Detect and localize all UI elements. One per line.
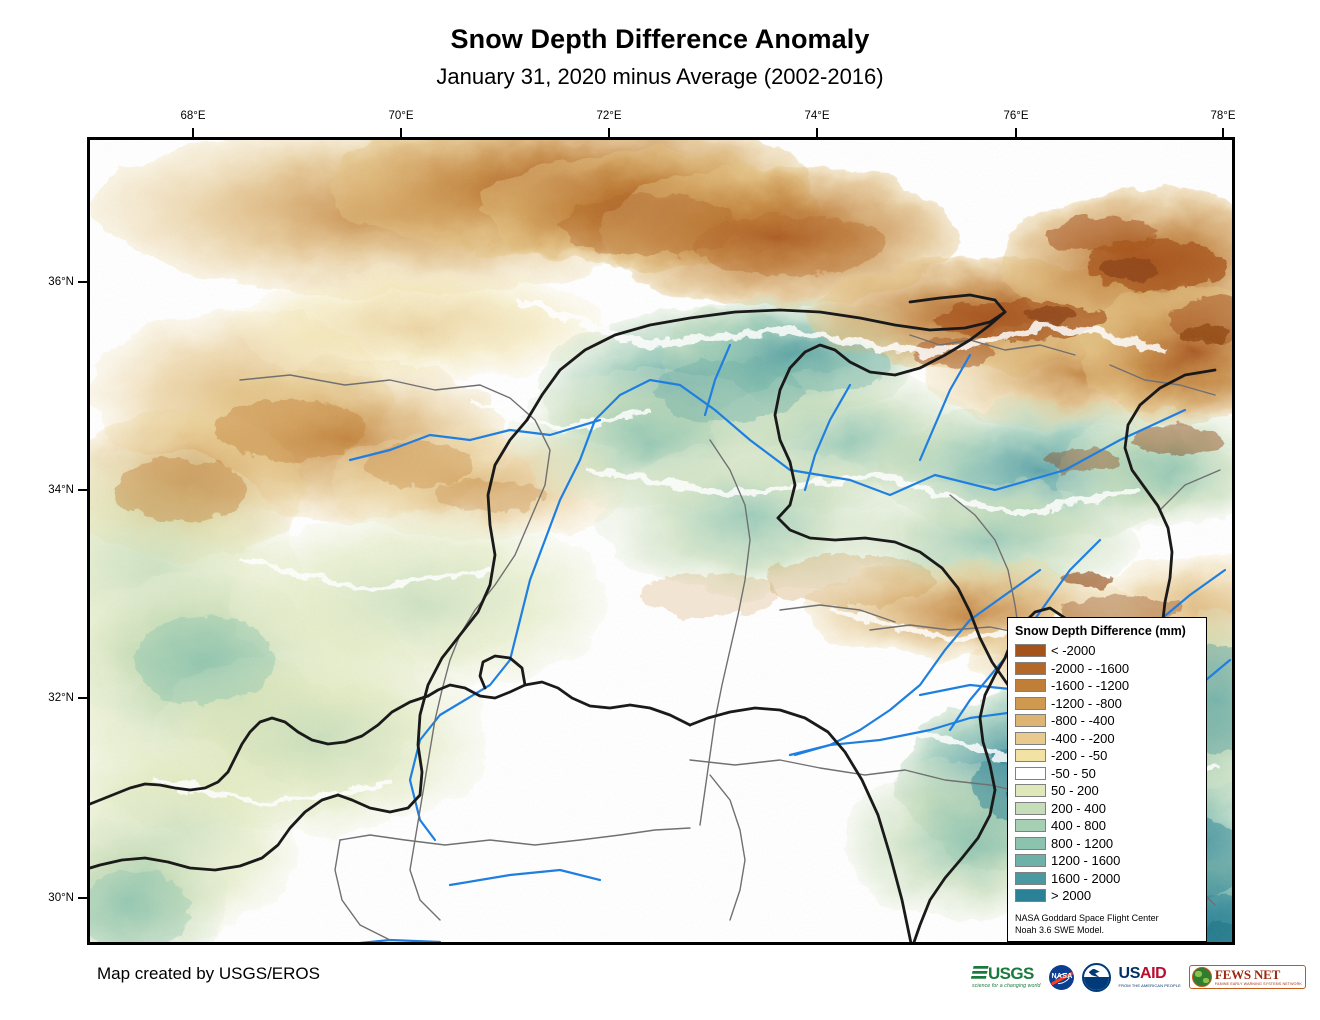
legend-row: 1600 - 2000 [1015,870,1200,888]
legend: Snow Depth Difference (mm) < -2000 -2000 … [1007,617,1207,942]
longitude-tick-label: 76°E [1003,110,1029,122]
legend-label: < -2000 [1051,643,1096,659]
fewsnet-logo: FEWS NET FAMINE EARLY WARNING SYSTEMS NE… [1188,962,1306,992]
legend-label: -800 - -400 [1051,713,1115,729]
legend-label: -200 - -50 [1051,748,1108,764]
legend-label: -1200 - -800 [1051,695,1122,711]
map-raster [90,140,1232,942]
legend-swatch [1015,836,1046,850]
legend-swatch [1015,871,1046,885]
longitude-tick-label: 70°E [388,110,414,122]
nasa-logo-text: NASA [1051,973,1073,980]
longitude-tick-mark [608,128,610,137]
legend-label: 200 - 400 [1051,800,1106,816]
agency-logo-bar: USGS science for a changing world NASA U… [970,962,1306,992]
legend-swatch [1015,679,1046,693]
latitude-tick-mark [78,489,87,491]
legend-entries: < -2000 -2000 - -1600 -1600 - -1200 -1200 -… [1015,642,1200,905]
nasa-meatball-icon: NASA [1048,964,1074,990]
noaa-bird-icon [1088,968,1100,978]
legend-swatch [1015,784,1046,798]
legend-label: > 2000 [1051,888,1092,904]
legend-label: 400 - 800 [1051,818,1106,834]
legend-swatch [1015,661,1046,675]
legend-label: -400 - -200 [1051,730,1115,746]
latitude-tick-label: 32°N [48,692,74,704]
noaa-seal-icon [1081,962,1111,992]
legend-row: 800 - 1200 [1015,835,1200,853]
legend-row: > 2000 [1015,887,1200,905]
national-boundaries [90,293,1217,942]
legend-row: -50 - 50 [1015,765,1200,783]
legend-swatch [1015,644,1046,658]
nasa-logo: NASA [1048,962,1074,992]
latitude-tick-label: 30°N [48,892,74,904]
legend-label: 800 - 1200 [1051,835,1114,851]
longitude-tick-label: 74°E [804,110,830,122]
legend-swatch [1015,854,1046,868]
fewsnet-tagline: FAMINE EARLY WARNING SYSTEMS NETWORK [1214,982,1302,986]
legend-title: Snow Depth Difference (mm) [1015,624,1186,638]
usaid-logo-text-aid: AID [1139,964,1167,982]
latitude-tick-label: 34°N [48,484,74,496]
longitude-tick-mark [1222,128,1224,137]
usaid-tagline: FROM THE AMERICAN PEOPLE [1118,983,1181,989]
legend-row: -200 - -50 [1015,747,1200,765]
longitude-tick-mark [192,128,194,137]
longitude-tick-mark [1015,128,1017,137]
noaa-logo [1081,962,1111,992]
legend-label: 1200 - 1600 [1051,853,1121,869]
legend-row: 50 - 200 [1015,782,1200,800]
legend-label: 50 - 200 [1051,783,1099,799]
usaid-logo: USAID FROM THE AMERICAN PEOPLE [1119,962,1181,992]
fewsnet-logo-text: FEWS NET [1214,967,1281,982]
latitude-tick-mark [78,697,87,699]
legend-swatch [1015,731,1046,745]
usaid-logo-text-us: US [1118,964,1141,982]
latitude-tick-mark [78,281,87,283]
usgs-wave-icon [970,966,989,981]
legend-note-line1: NASA Goddard Space Flight Center [1015,912,1159,923]
latitude-tick-mark [78,897,87,899]
legend-row: 1200 - 1600 [1015,852,1200,870]
legend-swatch [1015,819,1046,833]
legend-swatch [1015,696,1046,710]
legend-row: 400 - 800 [1015,817,1200,835]
legend-swatch [1015,714,1046,728]
title-block: Snow Depth Difference Anomaly January 31… [0,24,1320,89]
legend-row: -400 - -200 [1015,730,1200,748]
legend-swatch [1015,801,1046,815]
page-subtitle: January 31, 2020 minus Average (2002-201… [436,64,884,90]
legend-row: -1600 - -1200 [1015,677,1200,695]
usgs-logo: USGS science for a changing world [970,962,1041,992]
legend-row: -800 - -400 [1015,712,1200,730]
legend-label: -1600 - -1200 [1051,678,1130,694]
page-title: Snow Depth Difference Anomaly [450,24,870,54]
legend-label: 1600 - 2000 [1051,870,1121,886]
longitude-tick-mark [400,128,402,137]
map-credit: Map created by USGS/EROS [97,964,320,983]
usgs-tagline: science for a changing world [972,983,1041,989]
longitude-tick-label: 68°E [180,110,206,122]
legend-swatch [1015,749,1046,763]
latitude-tick-label: 36°N [48,276,74,288]
legend-row: -1200 - -800 [1015,695,1200,713]
legend-row: -2000 - -1600 [1015,660,1200,678]
legend-label: -50 - 50 [1051,765,1096,781]
longitude-tick-label: 72°E [596,110,622,122]
legend-row: 200 - 400 [1015,800,1200,818]
legend-row: < -2000 [1015,642,1200,660]
fewsnet-globe-icon [1191,967,1212,987]
legend-swatch [1015,766,1046,780]
rivers [348,343,1232,942]
longitude-tick-mark [816,128,818,137]
usgs-logo-text: USGS [988,964,1034,983]
legend-note: NASA Goddard Space Flight Center Noah 3.… [1015,912,1200,936]
legend-swatch [1015,889,1046,903]
legend-label: -2000 - -1600 [1051,660,1130,676]
longitude-tick-label: 78°E [1210,110,1236,122]
legend-note-line2: Noah 3.6 SWE Model. [1015,924,1105,935]
